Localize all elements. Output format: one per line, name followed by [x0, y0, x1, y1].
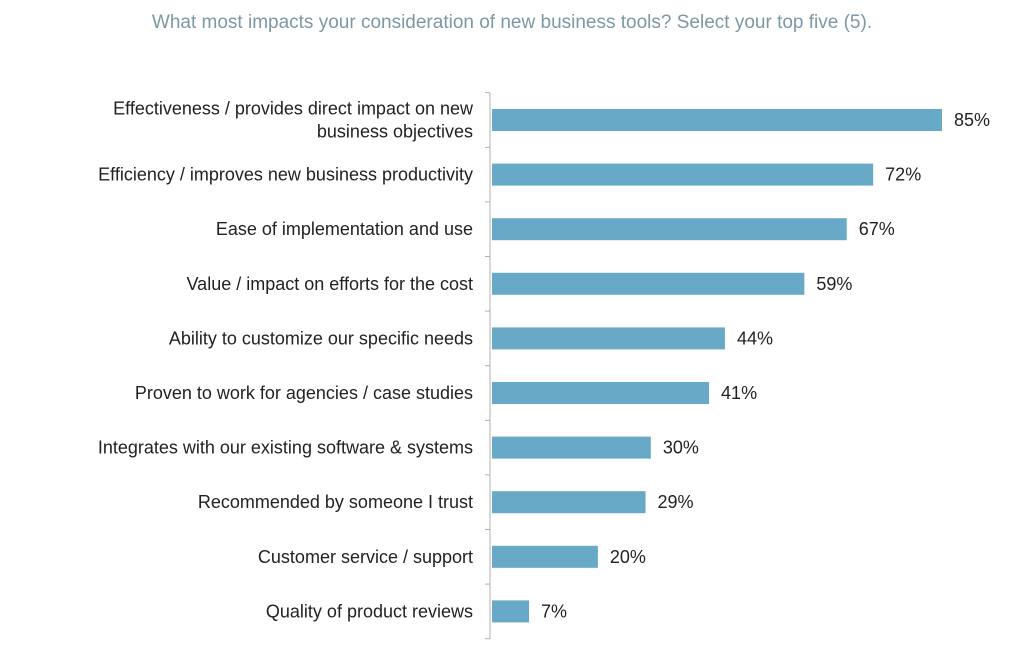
category-label: Quality of product reviews	[266, 601, 473, 621]
bar	[492, 109, 942, 131]
bar	[492, 491, 646, 514]
data-label: 44%	[737, 328, 773, 348]
category-label: Integrates with our existing software & …	[98, 438, 473, 458]
category-label: Value / impact on efforts for the cost	[187, 274, 473, 294]
bar	[492, 272, 805, 295]
category-label: Efficiency / improves new business produ…	[98, 165, 473, 185]
category-label: Ease of implementation and use	[216, 219, 473, 239]
data-label: 30%	[663, 438, 699, 458]
data-label: 72%	[885, 165, 921, 185]
data-label: 29%	[658, 492, 694, 512]
bar	[492, 382, 710, 404]
category-label: Ability to customize our specific needs	[169, 328, 473, 348]
data-label: 59%	[816, 274, 852, 294]
bar	[492, 545, 598, 568]
data-label: 67%	[859, 219, 895, 239]
category-label: Effectiveness / provides direct impact o…	[113, 99, 474, 142]
category-label: Recommended by someone I trust	[198, 492, 473, 512]
chart-title: What most impacts your consideration of …	[151, 12, 873, 33]
bar	[492, 436, 651, 459]
data-label: 20%	[610, 547, 646, 567]
bar	[492, 600, 530, 623]
bar	[492, 327, 725, 350]
bar	[492, 218, 847, 241]
category-label: Customer service / support	[258, 547, 473, 567]
data-label: 85%	[954, 110, 990, 130]
bar	[492, 163, 874, 186]
data-label: 41%	[721, 383, 757, 403]
data-label: 7%	[541, 601, 567, 621]
category-label: Proven to work for agencies / case studi…	[135, 383, 473, 403]
